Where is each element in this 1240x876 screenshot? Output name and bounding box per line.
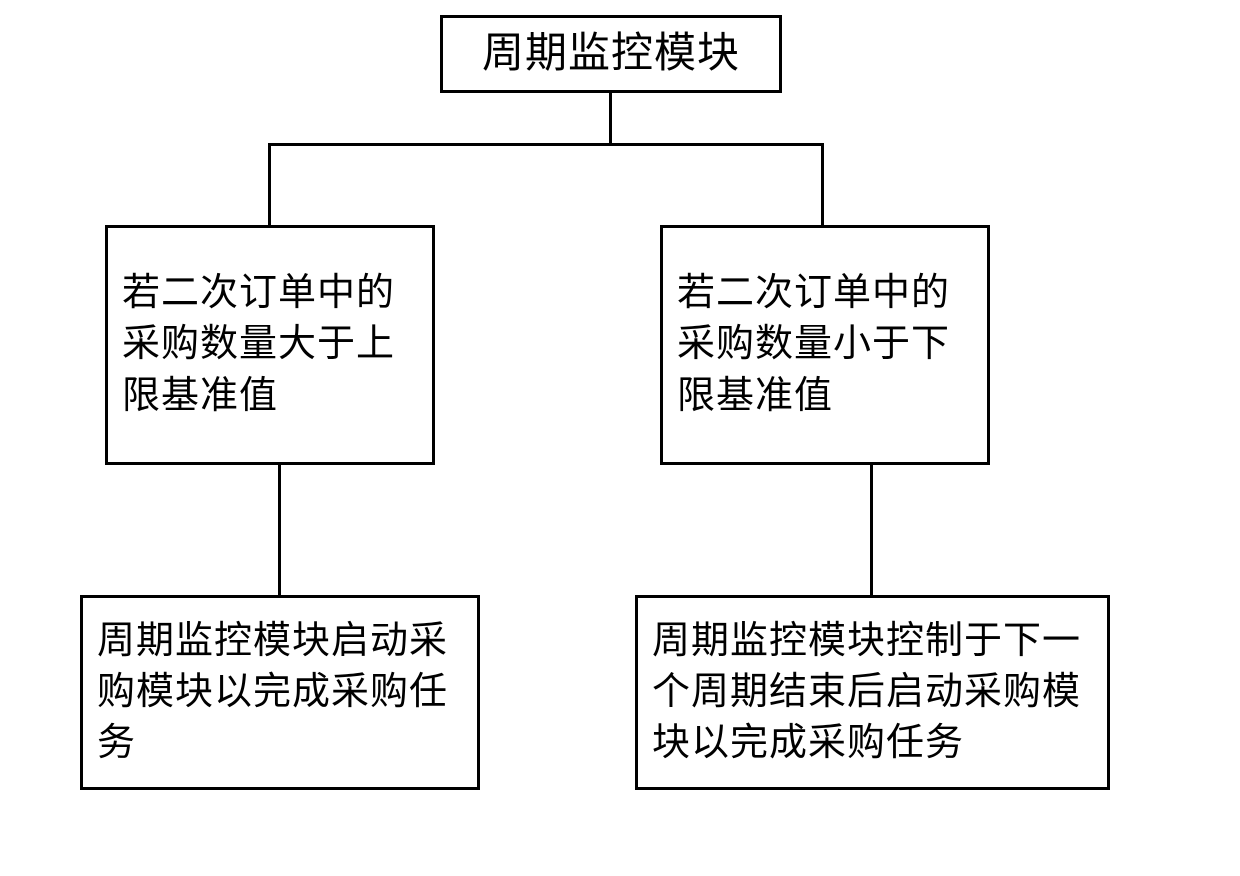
connector-line [821,143,824,225]
node-condition-right: 若二次订单中的采购数量小于下限基准值 [660,225,990,465]
node-condition-left-label: 若二次订单中的采购数量大于上限基准值 [122,268,418,422]
node-root: 周期监控模块 [440,15,782,93]
connector-line [870,465,873,595]
node-action-right: 周期监控模块控制于下一个周期结束后启动采购模块以完成采购任务 [635,595,1110,790]
node-action-right-label: 周期监控模块控制于下一个周期结束后启动采购模块以完成采购任务 [652,616,1093,770]
node-root-label: 周期监控模块 [457,26,765,83]
node-condition-right-label: 若二次订单中的采购数量小于下限基准值 [677,268,973,422]
connector-line [268,143,824,146]
connector-line [609,93,612,143]
node-action-left-label: 周期监控模块启动采购模块以完成采购任务 [97,616,463,770]
connector-line [268,143,271,225]
connector-line [278,465,281,595]
node-action-left: 周期监控模块启动采购模块以完成采购任务 [80,595,480,790]
node-condition-left: 若二次订单中的采购数量大于上限基准值 [105,225,435,465]
